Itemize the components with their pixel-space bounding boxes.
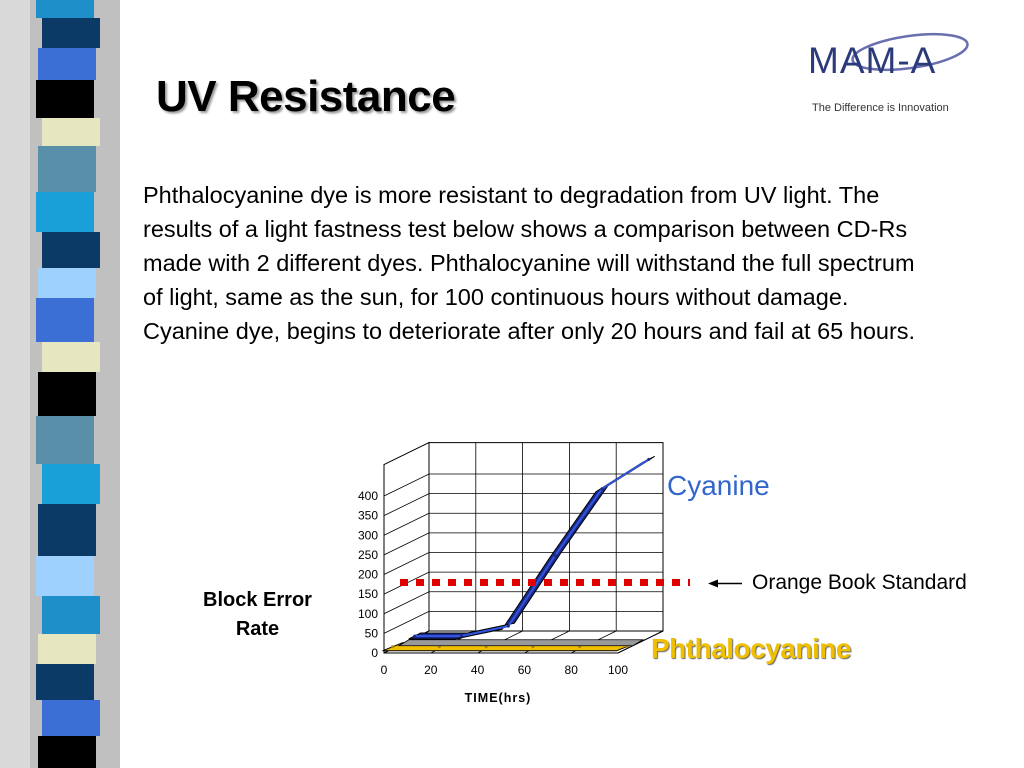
chart-side-wall (383, 441, 430, 654)
y-gridline (383, 532, 663, 556)
threshold-arrow-head (708, 579, 718, 588)
stripe-block (38, 736, 96, 768)
x-axis-label: TIME(hrs) (465, 691, 532, 705)
chart-back-wall (428, 442, 664, 632)
y-gridline (383, 552, 663, 575)
slide-title: UV Resistance (156, 72, 456, 121)
floor-gridline (617, 630, 664, 654)
stripe-block (36, 0, 94, 18)
series-cyanine-point (600, 487, 604, 491)
x-tick-label: 100 (608, 663, 628, 677)
y-tick-label: 100 (358, 607, 378, 621)
y-gridline (383, 571, 663, 595)
stripe-block (38, 634, 96, 664)
chart-series (382, 455, 656, 652)
series-cyanine-point (506, 624, 510, 628)
orange-book-standard-line (400, 579, 742, 588)
x-tick-label: 40 (471, 663, 485, 677)
stripe-block (42, 18, 100, 48)
y-tick-label: 150 (358, 587, 378, 601)
series-cyanine-point (647, 457, 651, 461)
chart-tick-labels: 0 50 100 150 200 250 300 350 400 0 20 40 60 80 100 (358, 489, 628, 677)
stripe-block (42, 342, 100, 372)
y-gridline (383, 591, 663, 615)
y-gridline (383, 473, 663, 497)
stripe-block (38, 146, 96, 192)
stripe-block (38, 268, 96, 298)
y-tick-label: 350 (358, 509, 378, 523)
stripe-block (38, 504, 96, 556)
x-tick-label: 20 (424, 663, 438, 677)
stripe-block (36, 298, 94, 342)
stripe-block (42, 700, 100, 736)
stripe-block (36, 192, 94, 232)
floor-band (397, 639, 645, 647)
series-cyanine-point (413, 634, 417, 638)
y-tick-label: 250 (358, 548, 378, 562)
series-cyanine-point (553, 553, 557, 557)
mam-a-logo (851, 32, 969, 72)
stripe-block (36, 416, 94, 464)
y-tick-label: 0 (371, 646, 378, 660)
stripe-block (38, 48, 96, 80)
stripe-block (36, 556, 94, 596)
decorative-stripe-border (0, 0, 120, 768)
body-paragraph: Phthalocyanine dye is more resistant to … (143, 182, 916, 344)
series-cyanine-point (460, 634, 464, 638)
stripe-block (36, 664, 94, 700)
stripe-block (42, 232, 100, 268)
y-tick-label: 400 (358, 489, 378, 503)
series-label-phthalocyanine: Phthalocyanine (651, 633, 851, 664)
series-cyanine-line (414, 458, 650, 637)
x-tick-label: 60 (518, 663, 532, 677)
series-label-cyanine: Cyanine (667, 470, 770, 501)
y-gridline (383, 610, 663, 634)
stripe-block (42, 118, 100, 146)
y-axis-label: Block Error Rate (203, 589, 312, 640)
logo-wordmark: MAM-A (808, 40, 937, 81)
stripe-block (38, 372, 96, 416)
y-tick-label: 300 (358, 528, 378, 542)
series-phthalocyanine-point (391, 645, 394, 649)
y-gridline (383, 493, 663, 516)
stripe-block (36, 80, 94, 118)
stripe-block (42, 596, 100, 634)
stripe-block (42, 464, 100, 504)
y-tick-label: 200 (358, 568, 378, 582)
x-tick-label: 80 (565, 663, 579, 677)
x-tick-label: 0 (381, 663, 388, 677)
threshold-label: Orange Book Standard (752, 571, 967, 594)
y-tick-label: 50 (365, 626, 379, 640)
logo-tagline: The Difference is Innovation (812, 102, 949, 114)
